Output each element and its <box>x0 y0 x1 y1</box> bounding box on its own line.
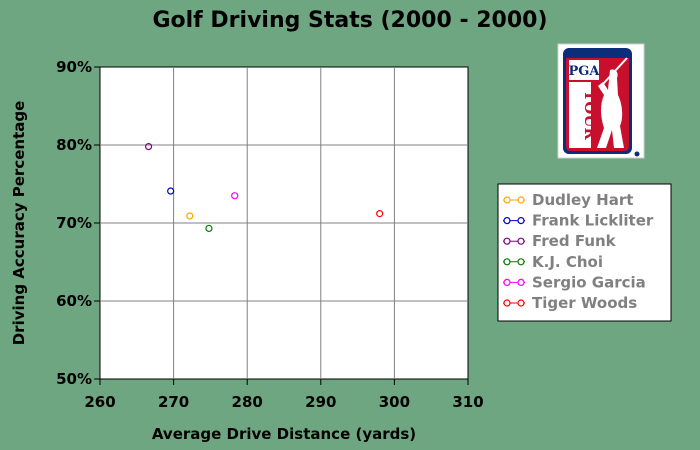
y-tick-label: 70% <box>56 214 92 232</box>
x-axis-label: Average Drive Distance (yards) <box>152 425 416 443</box>
legend-label: Sergio Garcia <box>532 273 646 291</box>
legend-marker <box>517 258 525 266</box>
data-point <box>376 210 384 218</box>
x-tick-label: 290 <box>305 393 336 411</box>
legend-item: Dudley Hart <box>503 191 633 209</box>
legend-marker <box>517 217 525 225</box>
legend-marker <box>517 237 525 245</box>
data-point <box>231 192 239 200</box>
legend-marker <box>517 299 525 307</box>
y-tick-label: 90% <box>56 58 92 76</box>
y-axis-label: Driving Accuracy Percentage <box>10 101 28 346</box>
y-tick-label: 80% <box>56 136 92 154</box>
data-point <box>205 224 213 233</box>
legend-marker <box>517 196 525 204</box>
legend-marker <box>503 258 511 266</box>
legend-item: Fred Funk <box>503 232 617 250</box>
legend-marker <box>517 278 525 286</box>
legend: Dudley Hart Frank Lickliter Fred Funk K.J. … <box>497 183 672 322</box>
legend-label: Tiger Woods <box>532 294 637 312</box>
legend-marker <box>503 237 511 245</box>
legend-marker <box>503 196 511 204</box>
data-point <box>186 212 194 220</box>
x-tick-label: 270 <box>158 393 189 411</box>
logo-text-side: TOUR <box>581 90 599 140</box>
legend-label: Fred Funk <box>532 232 617 250</box>
data-points <box>144 142 384 233</box>
logo-text-top: PGA <box>569 64 601 79</box>
legend-item: Tiger Woods <box>503 294 637 312</box>
legend-label: K.J. Choi <box>532 253 603 271</box>
legend-marker <box>503 299 511 307</box>
chart-title: Golf Driving Stats (2000 - 2000) <box>152 8 547 33</box>
x-tick-label: 280 <box>232 393 263 411</box>
club-icon <box>602 57 628 85</box>
legend-item: Sergio Garcia <box>503 273 646 291</box>
axis-ticks: 260 270 280 290 300 310 50% 60% 70% 80% 90% <box>56 58 484 411</box>
pga-tour-logo: PGA TOUR <box>557 43 645 159</box>
legend-marker <box>503 278 511 286</box>
golfer-icon <box>597 69 624 148</box>
x-tick-label: 260 <box>84 393 115 411</box>
x-tick-label: 300 <box>379 393 410 411</box>
legend-marker <box>503 217 511 225</box>
x-tick-label: 310 <box>452 393 483 411</box>
grid <box>100 67 468 379</box>
legend-item: K.J. Choi <box>503 253 603 271</box>
y-tick-label: 60% <box>56 292 92 310</box>
data-point <box>167 187 175 195</box>
legend-label: Dudley Hart <box>532 191 633 209</box>
y-tick-label: 50% <box>56 370 92 388</box>
data-point <box>144 142 153 151</box>
legend-label: Frank Lickliter <box>532 212 654 230</box>
legend-item: Frank Lickliter <box>503 212 654 230</box>
